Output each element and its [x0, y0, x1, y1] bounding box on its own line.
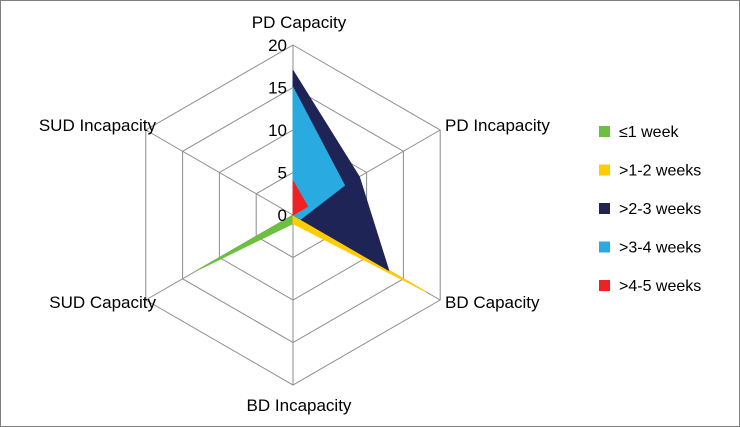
- legend: ≤1 week >1-2 weeks >2-3 weeks >3-4 weeks >4-…: [599, 124, 701, 295]
- tick-label: 5: [278, 164, 287, 183]
- legend-swatch: [599, 280, 610, 291]
- legend-swatch: [599, 241, 610, 253]
- axis-label: PD Incapacity: [445, 116, 550, 135]
- radial-tick-labels: 0 5 10 15 20: [268, 36, 287, 225]
- tick-label: 20: [268, 36, 287, 55]
- tick-label: 15: [268, 79, 287, 98]
- tick-label: 10: [268, 121, 287, 140]
- axis-label: BD Capacity: [445, 293, 540, 312]
- legend-label: ≤1 week: [619, 124, 679, 141]
- series-layer: [196, 70, 426, 292]
- legend-swatch: [599, 203, 610, 214]
- series-area-3: [292, 87, 345, 220]
- spoke-5: [145, 129, 294, 216]
- axis-label: PD Capacity: [252, 13, 347, 32]
- legend-label: >2-3 weeks: [619, 201, 701, 218]
- legend-label: >1-2 weeks: [619, 163, 701, 180]
- legend-label: >4-5 weeks: [619, 278, 701, 295]
- legend-label: >3-4 weeks: [619, 240, 701, 257]
- axis-label: BD Incapacity: [247, 396, 352, 415]
- series-area-4: [292, 180, 309, 216]
- axis-label: SUD Incapacity: [39, 116, 157, 135]
- tick-label: 0: [278, 206, 287, 225]
- axis-labels: PD Capacity PD Incapacity BD Capacity BD In…: [39, 13, 551, 415]
- axis-label: SUD Capacity: [49, 293, 156, 312]
- legend-swatch: [599, 164, 610, 176]
- legend-swatch: [599, 126, 610, 137]
